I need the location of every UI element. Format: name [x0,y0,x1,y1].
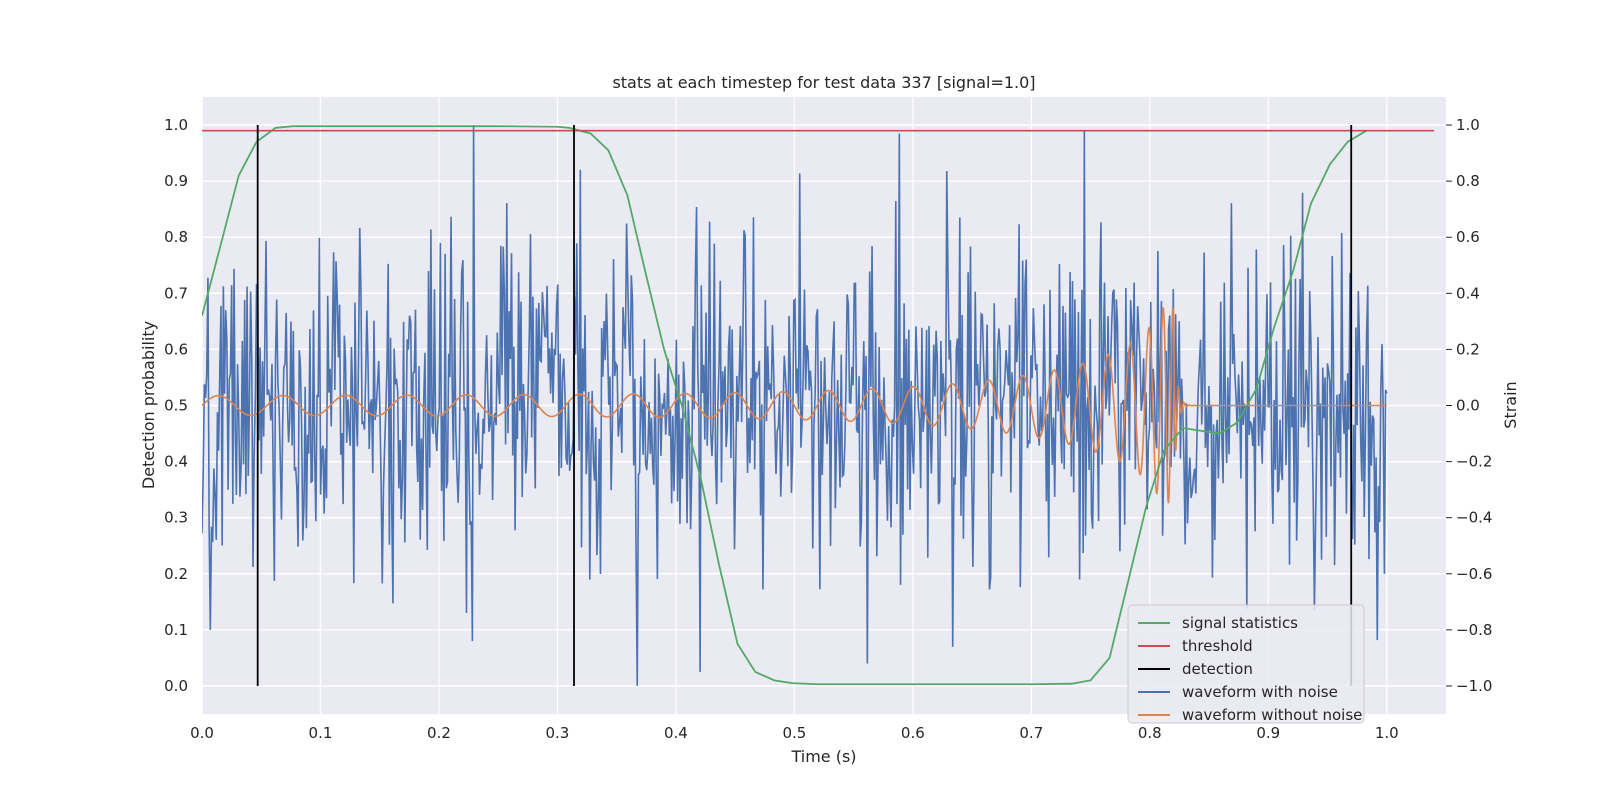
y-tick-label-left: 0.5 [164,397,188,415]
y-tick-label-left: 0.0 [164,677,188,695]
legend-label: waveform with noise [1182,683,1338,701]
y-tick-label-left: 0.7 [164,284,188,302]
legend: signal statistics threshold detection wavef… [1127,604,1365,724]
series-signal-statistics [202,125,1368,686]
y-tick-label-left: 0.6 [164,340,188,358]
x-tick-label: 0.3 [545,724,569,742]
y-axis-label-right: Strain [1501,381,1520,428]
legend-label: threshold [1182,637,1253,655]
x-tick-label: 0.8 [1138,724,1162,742]
chart-title: stats at each timestep for test data 337… [612,73,1035,92]
x-tick-label: 0.6 [901,724,925,742]
y-tick-label-right: 0.2 [1456,340,1480,358]
y-tick-label-left: 0.8 [164,228,188,246]
y-tick-label-right: 0.4 [1456,284,1480,302]
series-waveform-without-noise [202,307,1387,504]
legend-label: detection [1182,660,1253,678]
y-tick-label-right: 1.0 [1456,116,1480,134]
x-tick-label: 0.5 [782,724,806,742]
y-tick-label-left: 0.4 [164,453,188,471]
ticks-layer: 0.0 0.1 0.2 0.3 0.4 0.5 0.6 0.7 0.8 0.9 1.0 0.0 0.1 0… [164,116,1492,742]
x-tick-label: 0.2 [427,724,451,742]
y-tick-label-left: 0.3 [164,509,188,527]
y-tick-label-right: −0.2 [1456,453,1492,471]
y-tick-label-right: −1.0 [1456,677,1492,695]
x-tick-label: 0.7 [1019,724,1043,742]
y-tick-label-right: −0.8 [1456,621,1492,639]
series-waveform-with-noise [202,125,1388,686]
y-tick-label-right: 0.8 [1456,172,1480,190]
x-tick-label: 0.1 [309,724,333,742]
y-tick-label-left: 0.1 [164,621,188,639]
y-tick-label-right: 0.6 [1456,228,1480,246]
y-tick-label-left: 0.9 [164,172,188,190]
y-tick-label-right: 0.0 [1456,397,1480,415]
x-tick-label: 0.9 [1256,724,1280,742]
x-tick-label: 1.0 [1375,724,1399,742]
y-axis-label-left: Detection probability [139,321,158,489]
series-layer [202,125,1435,686]
legend-label: signal statistics [1182,614,1298,632]
y-tick-label-left: 0.2 [164,565,188,583]
y-tick-label-right: −0.6 [1456,565,1492,583]
legend-label: waveform without noise [1182,706,1362,724]
y-tick-label-right: −0.4 [1456,509,1492,527]
x-tick-label: 0.4 [664,724,688,742]
x-axis-label: Time (s) [790,747,856,766]
y-tick-label-left: 1.0 [164,116,188,134]
x-tick-label: 0.0 [190,724,214,742]
legend-box [1127,604,1365,724]
